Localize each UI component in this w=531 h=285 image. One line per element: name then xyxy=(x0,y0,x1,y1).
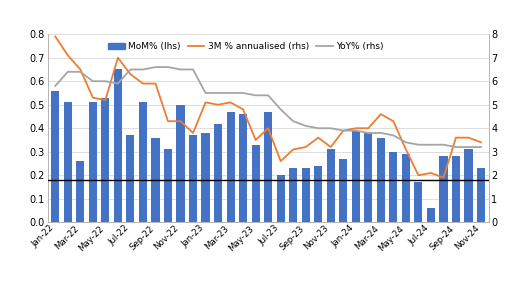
Bar xyxy=(314,166,322,222)
Bar xyxy=(264,112,272,222)
Legend: MoM% (lhs), 3M % annualised (rhs), YoY% (rhs): MoM% (lhs), 3M % annualised (rhs), YoY% … xyxy=(105,39,388,55)
Bar xyxy=(114,70,122,222)
Bar xyxy=(151,138,159,222)
Bar xyxy=(239,114,247,222)
Bar xyxy=(101,98,109,222)
Bar xyxy=(164,149,172,222)
Bar xyxy=(339,159,347,222)
Bar xyxy=(439,156,448,222)
Bar xyxy=(201,133,210,222)
Bar xyxy=(414,182,423,222)
Bar xyxy=(427,208,435,222)
Bar xyxy=(389,152,397,222)
Bar xyxy=(189,135,197,222)
Bar xyxy=(64,102,72,222)
Bar xyxy=(126,135,134,222)
Bar xyxy=(252,145,260,222)
Bar xyxy=(377,138,385,222)
Bar xyxy=(214,123,222,222)
Bar xyxy=(89,102,97,222)
Bar xyxy=(302,168,310,222)
Bar xyxy=(327,149,335,222)
Bar xyxy=(364,133,372,222)
Bar xyxy=(139,102,147,222)
Bar xyxy=(176,105,185,222)
Bar xyxy=(227,112,235,222)
Bar xyxy=(402,154,410,222)
Bar xyxy=(352,131,360,222)
Bar xyxy=(477,168,485,222)
Bar xyxy=(289,168,297,222)
Bar xyxy=(465,149,473,222)
Bar xyxy=(277,175,285,222)
Bar xyxy=(51,91,59,222)
Bar xyxy=(76,161,84,222)
Bar xyxy=(452,156,460,222)
